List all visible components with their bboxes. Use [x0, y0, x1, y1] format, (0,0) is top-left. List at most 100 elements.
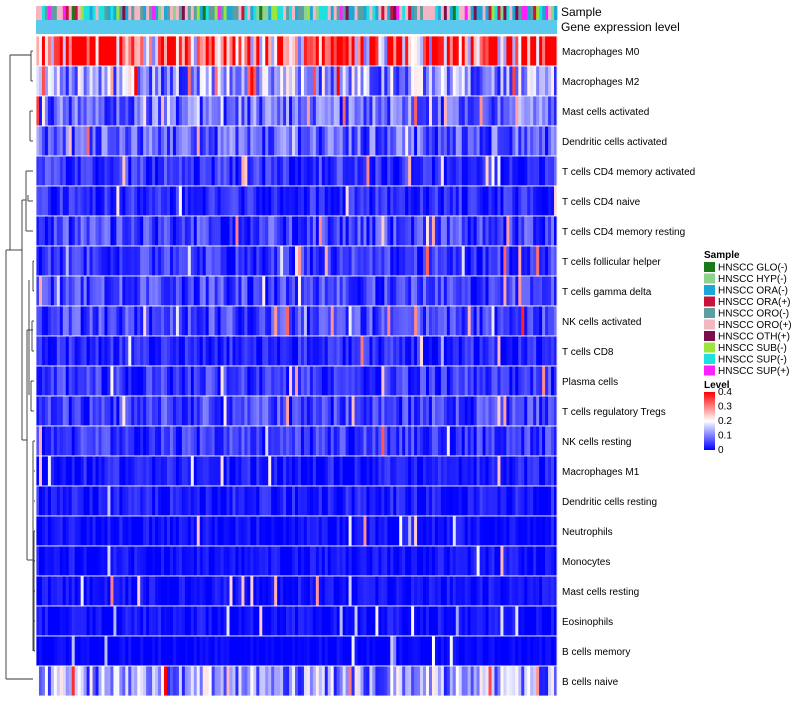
heatmap-cell [44, 546, 49, 576]
heatmap-cell [431, 456, 436, 486]
heatmap-cell [390, 276, 394, 306]
heatmap-cell [107, 486, 111, 516]
heatmap-cell [235, 426, 239, 456]
heatmap-cell [158, 66, 162, 96]
heatmap-cell [211, 426, 216, 456]
heatmap-cell [229, 336, 233, 366]
heatmap-cell [503, 126, 507, 156]
heatmap-cell [464, 126, 469, 156]
heatmap-cell [116, 396, 120, 426]
heatmap-cell [89, 306, 93, 336]
heatmap-cell [393, 576, 397, 606]
heatmap-cell [387, 96, 391, 126]
heatmap-cell [351, 276, 355, 306]
heatmap-cell [426, 576, 430, 606]
heatmap-cell [503, 336, 507, 366]
heatmap-cell [166, 36, 171, 66]
heatmap-cell [295, 606, 299, 636]
heatmap-cell [542, 66, 546, 96]
heatmap-cell [488, 636, 492, 666]
heatmap-cell [134, 276, 138, 306]
heatmap-cell [339, 96, 344, 126]
heatmap-cell [232, 516, 236, 546]
heatmap-cell [476, 216, 480, 246]
heatmap-cell [271, 366, 275, 396]
heatmap-cell [363, 396, 367, 426]
heatmap-cell [387, 426, 391, 456]
heatmap-cell [402, 396, 406, 426]
heatmap-cell [414, 426, 418, 456]
heatmap-cell [330, 246, 335, 276]
heatmap-cell [158, 516, 162, 546]
heatmap-cell [95, 546, 99, 576]
heatmap-cell [149, 486, 153, 516]
sample-annotation-cell [125, 6, 129, 20]
heatmap-cell [306, 636, 311, 666]
heatmap-cell [461, 96, 466, 126]
heatmap-cell [548, 486, 552, 516]
heatmap-cell [324, 366, 329, 396]
heatmap-cell [461, 336, 466, 366]
row-label: T cells CD4 memory activated [562, 167, 695, 178]
heatmap-cell [223, 546, 227, 576]
heatmap-cell [297, 66, 302, 96]
sample-annotation-cell [274, 6, 278, 20]
heatmap-cell [256, 546, 260, 576]
heatmap-cell [437, 126, 442, 156]
heatmap-cell [488, 336, 492, 366]
heatmap-cell [420, 426, 424, 456]
heatmap-cell [235, 456, 239, 486]
heatmap-cell [271, 96, 275, 126]
heatmap-cell [485, 306, 489, 336]
heatmap-cell [134, 486, 138, 516]
heatmap-cell [437, 216, 442, 246]
heatmap-cell [181, 156, 186, 186]
heatmap-cell [247, 36, 251, 66]
heatmap-cell [536, 576, 540, 606]
heatmap-cell [56, 246, 61, 276]
heatmap-cell [405, 216, 409, 246]
heatmap-cell [336, 666, 341, 696]
heatmap-cell [539, 96, 543, 126]
heatmap-cell [95, 366, 99, 396]
heatmap-cell [554, 666, 558, 696]
heatmap-cell [47, 366, 52, 396]
heatmap-cell [41, 36, 46, 66]
heatmap-cell [318, 276, 323, 306]
heatmap-cell [369, 216, 373, 246]
heatmap-cell [161, 66, 165, 96]
heatmap-cell [232, 276, 236, 306]
heatmap-cell [333, 486, 338, 516]
heatmap-cell [512, 36, 516, 66]
heatmap-cell [518, 66, 522, 96]
heatmap-cell [149, 126, 153, 156]
heatmap-cell [146, 66, 150, 96]
heatmap-cell [244, 666, 248, 696]
heatmap-cell [506, 246, 510, 276]
heatmap-cell [411, 96, 415, 126]
heatmap-cell [184, 36, 189, 66]
heatmap-cell [68, 546, 73, 576]
heatmap-cell [357, 366, 361, 396]
heatmap-cell [244, 606, 248, 636]
heatmap-cell [327, 126, 332, 156]
heatmap-cell [146, 636, 150, 666]
heatmap-cell [268, 396, 272, 426]
heatmap-cell [238, 666, 242, 696]
heatmap-cell [497, 336, 501, 366]
heatmap-cell [530, 396, 534, 426]
heatmap-cell [348, 606, 352, 636]
heatmap-cell [458, 36, 463, 66]
heatmap-cell [146, 666, 150, 696]
heatmap-cell [161, 546, 165, 576]
row-label: Neutrophils [562, 527, 613, 538]
heatmap-cell [277, 276, 281, 306]
heatmap-cell [172, 396, 177, 426]
heatmap-cell [226, 606, 230, 636]
heatmap-cell [113, 246, 117, 276]
heatmap-cell [306, 546, 311, 576]
heatmap-cell [539, 276, 543, 306]
heatmap-cell [280, 156, 284, 186]
heatmap-cell [539, 156, 543, 186]
heatmap-cell [321, 66, 326, 96]
